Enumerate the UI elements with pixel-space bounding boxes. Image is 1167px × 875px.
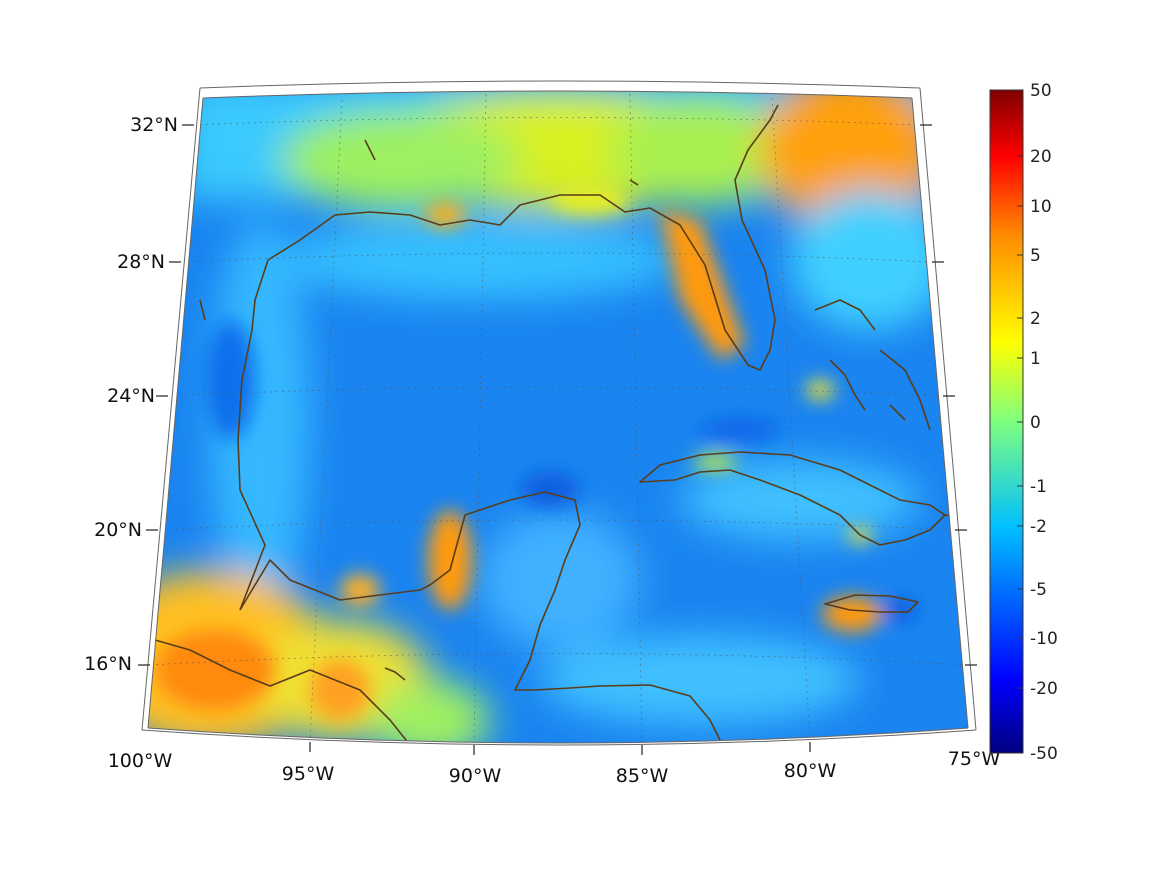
colorbar-tick-label: 1 [1030,349,1041,369]
lat-label-20: 20°N [94,519,142,541]
lat-label-32: 32°N [130,114,178,136]
lon-label-95: 95°W [282,763,335,785]
graticule [149,93,966,743]
anomaly-field-sharp [155,186,918,720]
lon-label-100: 100°W [108,750,173,772]
lat-label-24: 24°N [107,385,155,407]
lon-label-90: 90°W [449,765,502,787]
anomaly-field-smooth [148,91,950,743]
map-frame [141,80,977,746]
colorbar-tick-label: -5 [1030,580,1047,600]
colorbar-tick-label: -50 [1030,744,1058,764]
map-field [148,91,968,743]
lat-label-16: 16°N [84,653,132,675]
colorbar-tick-label: 0 [1030,413,1041,433]
colorbar-tick-label: 10 [1030,197,1052,217]
lat-label-28: 28°N [117,251,165,273]
colorbar-tick-label: 2 [1030,309,1041,329]
colorbar-tick-label: -20 [1030,679,1058,699]
colorbar-tick-label: 50 [1030,81,1052,101]
lat-labels: 32°N 28°N 24°N 20°N 16°N [84,114,178,675]
colorbar-tick-label: 5 [1030,246,1041,266]
lon-labels: 100°W 95°W 90°W 85°W 80°W 75°W [108,748,1001,787]
lon-label-75: 75°W [948,748,1001,770]
colorbar-tick-label: -10 [1030,629,1058,649]
coastlines [154,104,966,743]
tick-marks [138,124,977,755]
colorbar-tick-label: -2 [1030,517,1047,537]
lon-label-80: 80°W [784,760,837,782]
colorbar-tick-label: -1 [1030,477,1047,497]
colorbar-tick-label: 20 [1030,147,1052,167]
lon-label-85: 85°W [616,765,669,787]
